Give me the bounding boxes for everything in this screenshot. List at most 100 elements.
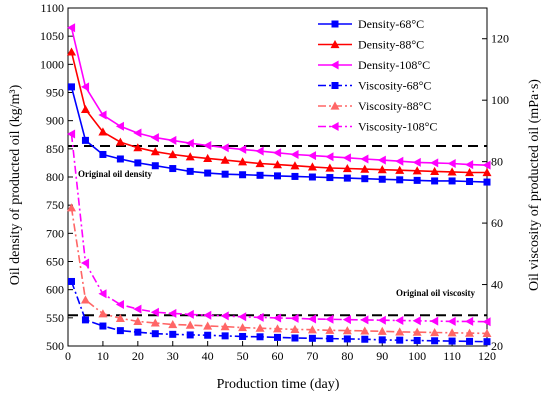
- data-point: [116, 327, 124, 335]
- data-point: [256, 171, 264, 179]
- data-point: [430, 316, 439, 326]
- series-6: [66, 129, 491, 327]
- data-point: [308, 173, 316, 181]
- data-point: [483, 338, 491, 346]
- data-point: [204, 169, 212, 177]
- y-left-tick-label: 800: [46, 170, 64, 184]
- y-left-tick-label: 650: [46, 255, 64, 269]
- data-point: [396, 176, 404, 184]
- data-point: [185, 309, 194, 319]
- data-point: [307, 314, 317, 324]
- data-point: [360, 315, 369, 325]
- y-left-tick-label: 550: [46, 311, 64, 325]
- legend-marker: [330, 122, 339, 131]
- data-point: [361, 335, 369, 343]
- data-point: [168, 308, 177, 318]
- data-point: [81, 136, 89, 144]
- data-point: [151, 330, 159, 338]
- legend-label: Viscosity-68°C: [358, 79, 431, 93]
- y-right-tick-label: 120: [491, 32, 509, 46]
- y-left-tick-label: 1000: [40, 57, 64, 71]
- data-point: [238, 312, 247, 322]
- data-point: [273, 313, 282, 323]
- data-point: [239, 171, 247, 179]
- data-point: [134, 328, 142, 336]
- data-point: [273, 148, 282, 158]
- data-point: [395, 327, 405, 336]
- data-point: [238, 144, 247, 154]
- data-point: [115, 300, 124, 310]
- data-point: [169, 330, 177, 338]
- y-left-tick-label: 750: [46, 198, 64, 212]
- data-point: [360, 326, 370, 335]
- data-point: [274, 172, 281, 180]
- data-point: [290, 313, 299, 323]
- series-5: [66, 203, 492, 338]
- data-point: [361, 175, 369, 183]
- data-point: [80, 258, 90, 268]
- data-point: [447, 328, 457, 337]
- y-left-tick-label: 950: [46, 86, 64, 100]
- data-point: [238, 157, 248, 166]
- data-point: [343, 174, 351, 182]
- data-point: [377, 326, 387, 335]
- data-point: [360, 164, 370, 173]
- data-point: [431, 337, 439, 345]
- data-point: [204, 331, 212, 339]
- x-tick-label: 70: [306, 349, 318, 363]
- series-1: [67, 83, 491, 186]
- legend-marker: [330, 60, 339, 70]
- data-point: [66, 203, 76, 212]
- data-point: [150, 133, 159, 143]
- data-point: [307, 151, 317, 161]
- data-point: [412, 157, 421, 167]
- series-layer: [66, 23, 492, 346]
- data-point: [447, 158, 456, 168]
- data-point: [220, 322, 230, 331]
- legend-label: Density-108°C: [358, 58, 430, 72]
- legend-label: Density-88°C: [358, 38, 424, 52]
- axes: 0 10 20 30 40 50 60 70 80 90 100 110 120 500 550 600 650…: [40, 1, 509, 363]
- data-point: [307, 162, 317, 171]
- data-point: [360, 154, 369, 164]
- data-point: [203, 310, 212, 320]
- data-point: [378, 336, 386, 344]
- data-point: [186, 331, 194, 339]
- data-point: [185, 320, 195, 329]
- data-point: [98, 289, 107, 299]
- y-left-tick-label: 500: [46, 339, 64, 353]
- legend-label: Density-68°C: [358, 17, 424, 31]
- data-point: [482, 167, 492, 177]
- x-tick-label: 30: [167, 349, 179, 363]
- y-left-tick-label: 850: [46, 142, 64, 156]
- data-point: [133, 143, 143, 152]
- y-right-axis-title: Oil viscosity of producted oil (mPa·s): [527, 79, 542, 291]
- data-point: [99, 150, 107, 158]
- data-point: [255, 146, 264, 156]
- data-point: [151, 162, 159, 170]
- data-point: [67, 83, 75, 91]
- data-point: [482, 160, 491, 170]
- data-point: [168, 149, 178, 159]
- data-point: [431, 177, 439, 185]
- data-point: [115, 137, 125, 146]
- original-viscosity-label: Original oil viscosity: [396, 288, 476, 298]
- x-tick-label: 40: [202, 349, 214, 363]
- data-point: [168, 319, 178, 329]
- data-point: [150, 147, 160, 156]
- data-point: [308, 334, 316, 342]
- y-left-tick-label: 600: [46, 283, 64, 297]
- data-point: [413, 176, 421, 184]
- data-point: [290, 324, 300, 334]
- x-tick-label: 90: [376, 349, 388, 363]
- data-point: [150, 318, 160, 327]
- data-point: [465, 160, 474, 170]
- y-right-tick-label: 60: [491, 216, 503, 230]
- y-right-tick-label: 80: [491, 155, 503, 169]
- data-point: [67, 277, 75, 285]
- data-point: [80, 82, 90, 92]
- x-tick-label: 10: [97, 349, 109, 363]
- data-point: [291, 334, 299, 342]
- legend-label: Viscosity-88°C: [358, 99, 431, 113]
